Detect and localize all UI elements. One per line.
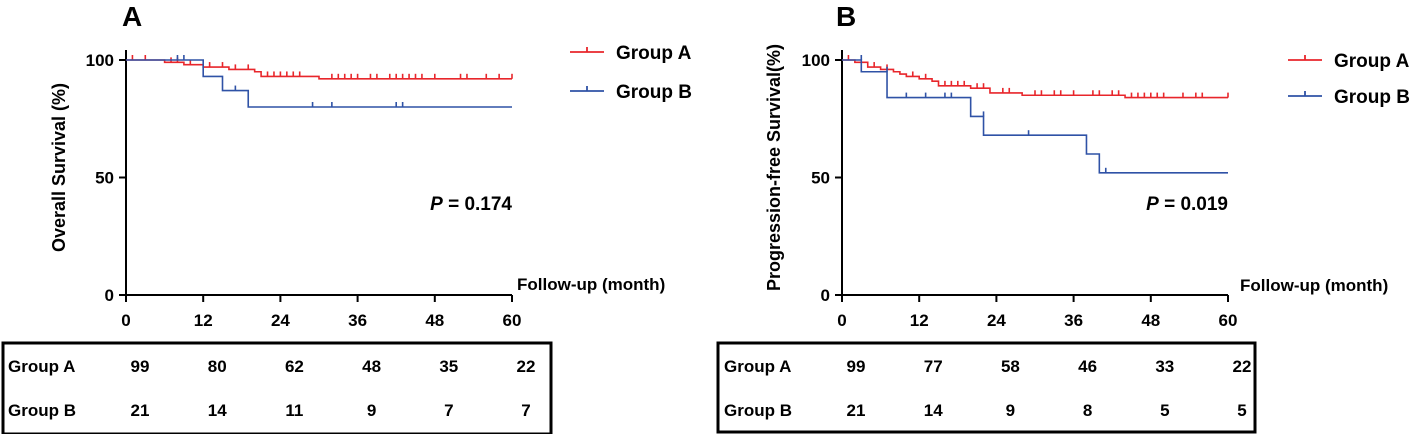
p-value-symbol: P: [430, 194, 443, 215]
panel-letter: A: [122, 1, 142, 32]
p-value-number: = 0.174: [443, 194, 513, 215]
panel-b: B 0 50 100 0 12 24 36 48 60 Progression-free Survi…: [716, 1, 1410, 434]
series-group-a: Group A: [842, 51, 1410, 99]
legend-label: Group A: [1334, 51, 1410, 72]
p-value-number: = 0.019: [1159, 194, 1228, 215]
x-tick-label: 36: [1064, 311, 1083, 330]
risk-cell: 77: [924, 357, 943, 376]
risk-cell: 21: [847, 401, 866, 420]
risk-row-label: Group B: [8, 401, 76, 420]
risk-cell: 21: [131, 401, 150, 420]
panel-letter: B: [836, 1, 856, 32]
p-value: P = 0.019: [1146, 194, 1228, 215]
series-group-b: Group B: [126, 55, 692, 108]
x-tick-label: 12: [910, 311, 929, 330]
y-axis-label: Overall Survival (%): [49, 83, 69, 252]
survival-curve: [126, 59, 512, 80]
x-tick-label: 24: [271, 311, 290, 330]
risk-cell: 14: [208, 401, 227, 420]
risk-cell: 7: [444, 401, 453, 420]
risk-cell: 62: [285, 357, 304, 376]
risk-cell: 35: [439, 357, 458, 376]
legend-label: Group B: [1334, 87, 1410, 108]
risk-table-border: [716, 341, 1257, 434]
x-tick-label: 0: [121, 311, 130, 330]
risk-cell: 80: [208, 357, 227, 376]
y-tick-label: 50: [811, 169, 830, 188]
x-tick-label: 60: [1219, 311, 1238, 330]
risk-cell: 99: [131, 357, 150, 376]
x-tick-label: 0: [837, 311, 846, 330]
y-tick-label: 100: [86, 51, 114, 70]
risk-table: Group A 99 77 58 46 33 22 Group B 21 14 9 8 5 5: [716, 341, 1257, 434]
x-tick-label: 48: [425, 311, 444, 330]
risk-table: Group A 99 80 62 48 35 22 Group B 21 14 11 9 7 7: [1, 341, 553, 434]
x-tick-label: 48: [1141, 311, 1160, 330]
survival-curve: [842, 59, 1228, 174]
risk-cell: 7: [521, 401, 530, 420]
y-tick-label: 0: [105, 286, 114, 305]
legend-label: Group B: [616, 82, 692, 103]
y-tick-label: 100: [802, 51, 830, 70]
risk-cell: 5: [1237, 401, 1246, 420]
y-tick-label: 0: [821, 286, 830, 305]
y-axis-label: Progression-free Survival(%): [764, 44, 784, 291]
series-group-a: Group A: [126, 43, 692, 80]
risk-row-label: Group A: [8, 357, 75, 376]
risk-table-border: [1, 341, 553, 434]
risk-cell: 22: [1233, 357, 1252, 376]
x-axis-label: Follow-up (month): [517, 275, 665, 294]
risk-cell: 22: [517, 357, 536, 376]
risk-cell: 8: [1083, 401, 1092, 420]
risk-cell: 5: [1160, 401, 1169, 420]
risk-cell: 99: [847, 357, 866, 376]
x-tick-label: 24: [987, 311, 1006, 330]
risk-cell: 11: [285, 401, 303, 420]
risk-cell: 33: [1155, 357, 1174, 376]
risk-cell: 9: [1006, 401, 1015, 420]
series-group-b: Group B: [842, 55, 1410, 174]
x-tick-label: 60: [503, 311, 522, 330]
risk-cell: 58: [1001, 357, 1020, 376]
legend-label: Group A: [616, 43, 692, 64]
x-tick-label: 36: [348, 311, 367, 330]
risk-row-label: Group B: [724, 401, 792, 420]
survival-curve: [126, 59, 512, 108]
panel-a: A 0 50 100 0 12 24 36 48 60 Overall Survival (%) Fo…: [1, 1, 692, 434]
risk-cell: 46: [1078, 357, 1097, 376]
p-value: P = 0.174: [430, 194, 512, 215]
risk-cell: 9: [367, 401, 376, 420]
risk-cell: 48: [362, 357, 381, 376]
risk-cell: 14: [924, 401, 943, 420]
y-tick-label: 50: [95, 169, 114, 188]
x-axis-label: Follow-up (month): [1240, 276, 1388, 295]
risk-row-label: Group A: [724, 357, 791, 376]
x-tick-label: 12: [194, 311, 213, 330]
p-value-symbol: P: [1146, 194, 1159, 215]
